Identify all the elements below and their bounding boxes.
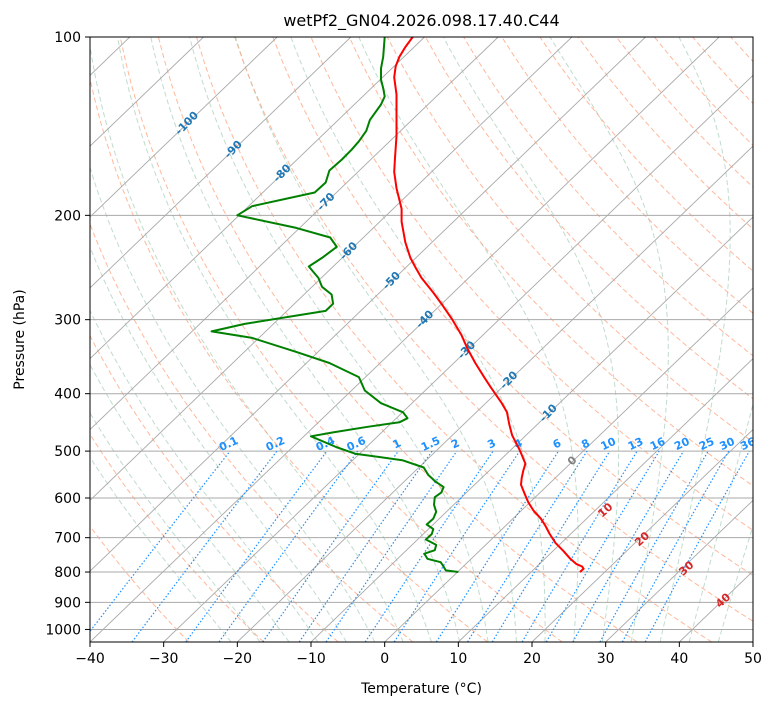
isotherm-line <box>90 37 204 147</box>
isotherm-line <box>531 428 753 642</box>
dry-adiabat-line <box>463 37 753 357</box>
isotherm-line <box>237 145 753 642</box>
isotherm-line <box>90 37 352 289</box>
y-axis: 100 200 300 400 500 600 700 800 900 1000 <box>45 30 90 638</box>
mixing-ratio-line <box>435 450 560 642</box>
mixing-ratio-line <box>621 450 730 642</box>
chart-title: wetPf2_GN04.2026.098.17.40.C44 <box>283 11 559 31</box>
dry-adiabat-line <box>90 222 414 642</box>
isotherm-line <box>384 287 753 642</box>
plot-frame <box>89 36 754 643</box>
x-tick-label: 0 <box>380 651 389 667</box>
dry-adiabat-line <box>386 37 753 443</box>
mixing-ratio-line <box>466 450 588 642</box>
mixing-ratio-line <box>491 450 611 642</box>
isotherm-line <box>90 37 720 642</box>
mixing-ratio-line <box>644 450 750 642</box>
sounding-profiles <box>210 37 585 573</box>
mixing-ratio-label: 25 <box>697 435 716 453</box>
mixing-ratio-label: 13 <box>626 435 645 453</box>
moist-adiabat-line <box>150 37 461 642</box>
dry-adiabat-line <box>157 37 638 642</box>
moist-adiabat-line <box>235 37 517 642</box>
isotherm-line <box>90 37 278 218</box>
moist-adiabat-line <box>717 524 753 642</box>
moist-adiabat-line <box>659 37 731 642</box>
x-tick-label: 10 <box>449 651 467 667</box>
y-tick-label: 200 <box>54 208 81 224</box>
dry-adiabat-line <box>90 76 488 642</box>
x-tick-label: −30 <box>149 651 179 667</box>
temperature-profile-line <box>393 37 585 573</box>
isotherm-line <box>458 358 753 642</box>
mixing-ratio-line <box>298 450 433 642</box>
mixing-ratio-line <box>218 450 359 642</box>
dry-adiabat-line <box>119 37 563 642</box>
x-tick-label: −10 <box>296 651 326 667</box>
mixing-ratio-line <box>521 450 638 642</box>
mixing-ratio-line <box>131 450 278 642</box>
mixing-ratio-line <box>262 450 399 642</box>
x-axis-label: Temperature (°C) <box>360 681 482 697</box>
x-axis: −40 −30 −20 −10 0 10 20 30 40 50 <box>75 642 762 667</box>
y-tick-label: 900 <box>54 595 81 611</box>
isotherm-line <box>163 74 753 642</box>
y-tick-label: 800 <box>54 565 81 581</box>
dry-adiabat-line <box>196 37 712 642</box>
mixing-ratio-label: 10 <box>599 435 619 453</box>
y-tick-label: 300 <box>54 313 81 329</box>
dry-adiabat-line <box>90 525 190 642</box>
x-tick-label: −40 <box>75 651 105 667</box>
moist-adiabat-line <box>117 37 432 642</box>
y-tick-label: 400 <box>54 387 81 403</box>
dry-adiabats <box>90 37 753 642</box>
mixing-ratio-label: 20 <box>672 435 692 453</box>
moist-adiabat-line <box>90 165 376 642</box>
moist-adiabat-line <box>442 37 620 642</box>
isotherm-line <box>90 37 646 572</box>
moist-adiabat-line <box>688 402 753 642</box>
isotherm-line <box>310 216 753 642</box>
x-tick-label: 30 <box>597 651 615 667</box>
moist-adiabats <box>90 37 753 642</box>
mixing-ratio-label: 36 <box>738 435 758 453</box>
dry-adiabat-line <box>272 37 753 577</box>
dry-adiabat-line <box>501 37 753 314</box>
mixing-ratio-line <box>599 450 709 642</box>
mixing-ratio-label: 16 <box>648 435 668 453</box>
y-tick-label: 600 <box>54 491 81 507</box>
mixing-ratio-line <box>90 450 231 633</box>
x-tick-label: 50 <box>744 651 762 667</box>
x-tick-label: 40 <box>670 651 688 667</box>
dewpoint-profile-line <box>210 37 459 573</box>
moist-adiabat-line <box>90 363 290 642</box>
y-axis-label: Pressure (hPa) <box>12 289 28 389</box>
x-tick-label: 20 <box>523 651 541 667</box>
y-tick-label: 1000 <box>45 622 81 638</box>
mixing-ratio-line <box>364 450 494 642</box>
x-tick-label: −20 <box>223 651 253 667</box>
moist-adiabat-line <box>90 245 347 642</box>
moist-adiabat-line <box>358 37 579 642</box>
mixing-ratio-lines <box>90 450 750 642</box>
isotherm-line <box>90 37 499 431</box>
y-tick-label: 700 <box>54 531 81 547</box>
isotherm-line <box>90 37 425 360</box>
y-tick-label: 500 <box>54 444 81 460</box>
moist-adiabat-line <box>290 37 546 642</box>
isotherm-line <box>605 499 753 642</box>
dry-adiabat-line <box>425 37 753 400</box>
moist-adiabat-line <box>90 411 261 642</box>
moist-adiabat-line <box>90 309 319 642</box>
moist-adiabat-line <box>549 37 669 642</box>
y-tick-label: 100 <box>54 30 81 46</box>
dry-adiabat-line <box>90 433 264 642</box>
mixing-ratio-label: 30 <box>718 435 738 453</box>
mixing-ratio-line <box>185 450 328 642</box>
mixing-ratio-line <box>325 450 458 642</box>
moist-adiabat-line <box>90 456 232 642</box>
mixing-ratio-line <box>393 450 521 642</box>
